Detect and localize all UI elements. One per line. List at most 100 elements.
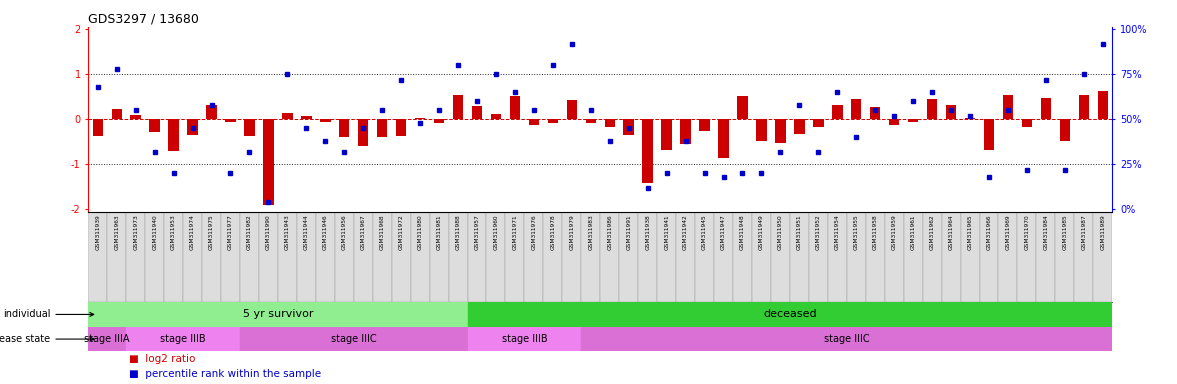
Bar bbox=[737, 96, 747, 119]
Text: GSM311983: GSM311983 bbox=[588, 214, 593, 250]
Bar bbox=[907, 119, 918, 122]
Bar bbox=[240, 212, 259, 302]
Text: GSM311973: GSM311973 bbox=[133, 214, 138, 250]
Bar bbox=[714, 212, 733, 302]
Bar bbox=[126, 327, 240, 351]
Text: disease state: disease state bbox=[0, 334, 94, 344]
Text: GSM311979: GSM311979 bbox=[570, 214, 574, 250]
Text: GSM311967: GSM311967 bbox=[360, 214, 366, 250]
Bar bbox=[373, 212, 392, 302]
Text: GSM311945: GSM311945 bbox=[701, 214, 707, 250]
Bar bbox=[984, 119, 995, 150]
Bar bbox=[395, 119, 406, 136]
Bar bbox=[680, 119, 691, 144]
Bar bbox=[168, 119, 179, 151]
Bar bbox=[752, 212, 771, 302]
Text: 5 yr survivor: 5 yr survivor bbox=[242, 310, 313, 319]
Text: GSM311954: GSM311954 bbox=[834, 214, 840, 250]
Bar bbox=[813, 119, 824, 127]
Bar bbox=[771, 212, 790, 302]
Bar bbox=[790, 212, 809, 302]
Bar bbox=[1003, 94, 1013, 119]
Bar bbox=[164, 212, 184, 302]
Bar bbox=[1075, 212, 1093, 302]
Bar bbox=[643, 119, 653, 183]
Bar bbox=[566, 100, 577, 119]
Bar bbox=[145, 212, 164, 302]
Bar bbox=[131, 115, 141, 119]
Bar bbox=[354, 212, 373, 302]
Bar bbox=[1059, 119, 1070, 141]
Text: GSM311986: GSM311986 bbox=[607, 214, 612, 250]
Bar bbox=[979, 212, 998, 302]
Text: GSM311980: GSM311980 bbox=[418, 214, 423, 250]
Text: GDS3297 / 13680: GDS3297 / 13680 bbox=[88, 13, 199, 26]
Bar bbox=[240, 327, 467, 351]
Bar bbox=[415, 118, 425, 119]
Bar bbox=[187, 119, 198, 135]
Bar bbox=[942, 212, 960, 302]
Bar bbox=[377, 119, 387, 137]
Bar bbox=[605, 119, 614, 127]
Bar bbox=[472, 106, 483, 119]
Bar bbox=[960, 212, 979, 302]
Bar bbox=[467, 327, 581, 351]
Text: GSM311944: GSM311944 bbox=[304, 214, 308, 250]
Bar bbox=[467, 212, 486, 302]
Bar bbox=[259, 212, 278, 302]
Bar bbox=[757, 119, 766, 141]
Text: GSM311990: GSM311990 bbox=[266, 214, 271, 250]
Text: GSM311975: GSM311975 bbox=[210, 214, 214, 250]
Bar bbox=[600, 212, 619, 302]
Bar bbox=[282, 113, 293, 119]
Text: GSM311959: GSM311959 bbox=[892, 214, 897, 250]
Bar bbox=[851, 99, 862, 119]
Bar bbox=[88, 212, 107, 302]
Text: GSM311941: GSM311941 bbox=[664, 214, 670, 250]
Bar bbox=[112, 109, 122, 119]
Bar bbox=[624, 119, 634, 135]
Bar bbox=[93, 119, 102, 136]
Bar bbox=[88, 327, 126, 351]
Bar bbox=[278, 212, 297, 302]
Bar bbox=[264, 119, 273, 205]
Bar bbox=[392, 212, 411, 302]
Text: GSM311969: GSM311969 bbox=[1005, 214, 1011, 250]
Bar bbox=[334, 212, 354, 302]
Bar bbox=[998, 212, 1017, 302]
Text: GSM311981: GSM311981 bbox=[437, 214, 441, 250]
Bar bbox=[149, 119, 160, 132]
Text: GSM311971: GSM311971 bbox=[512, 214, 518, 250]
Text: GSM311951: GSM311951 bbox=[797, 214, 802, 250]
Text: GSM311978: GSM311978 bbox=[551, 214, 556, 250]
Bar bbox=[1017, 212, 1037, 302]
Text: individual: individual bbox=[2, 310, 94, 319]
Text: stage IIIA: stage IIIA bbox=[85, 334, 129, 344]
Bar bbox=[581, 327, 1112, 351]
Bar bbox=[889, 119, 899, 125]
Bar bbox=[676, 212, 696, 302]
Bar bbox=[870, 107, 880, 119]
Bar bbox=[1098, 91, 1108, 119]
Bar bbox=[1037, 212, 1056, 302]
Bar bbox=[846, 212, 866, 302]
Bar bbox=[544, 212, 563, 302]
Text: deceased: deceased bbox=[763, 310, 817, 319]
Text: GSM311987: GSM311987 bbox=[1082, 214, 1086, 250]
Bar bbox=[1056, 212, 1075, 302]
Bar bbox=[315, 212, 334, 302]
Text: GSM311938: GSM311938 bbox=[645, 214, 650, 250]
Text: GSM311977: GSM311977 bbox=[228, 214, 233, 250]
Text: GSM311991: GSM311991 bbox=[626, 214, 631, 250]
Bar bbox=[586, 119, 596, 123]
Text: ■  log2 ratio: ■ log2 ratio bbox=[129, 354, 195, 364]
Bar bbox=[638, 212, 657, 302]
Text: GSM311988: GSM311988 bbox=[455, 214, 460, 250]
Bar bbox=[661, 119, 672, 150]
Text: GSM311966: GSM311966 bbox=[986, 214, 991, 250]
Text: stage IIIC: stage IIIC bbox=[824, 334, 870, 344]
Text: GSM311943: GSM311943 bbox=[285, 214, 290, 250]
Bar bbox=[927, 99, 937, 119]
Text: GSM311974: GSM311974 bbox=[189, 214, 195, 250]
Text: GSM311950: GSM311950 bbox=[778, 214, 783, 250]
